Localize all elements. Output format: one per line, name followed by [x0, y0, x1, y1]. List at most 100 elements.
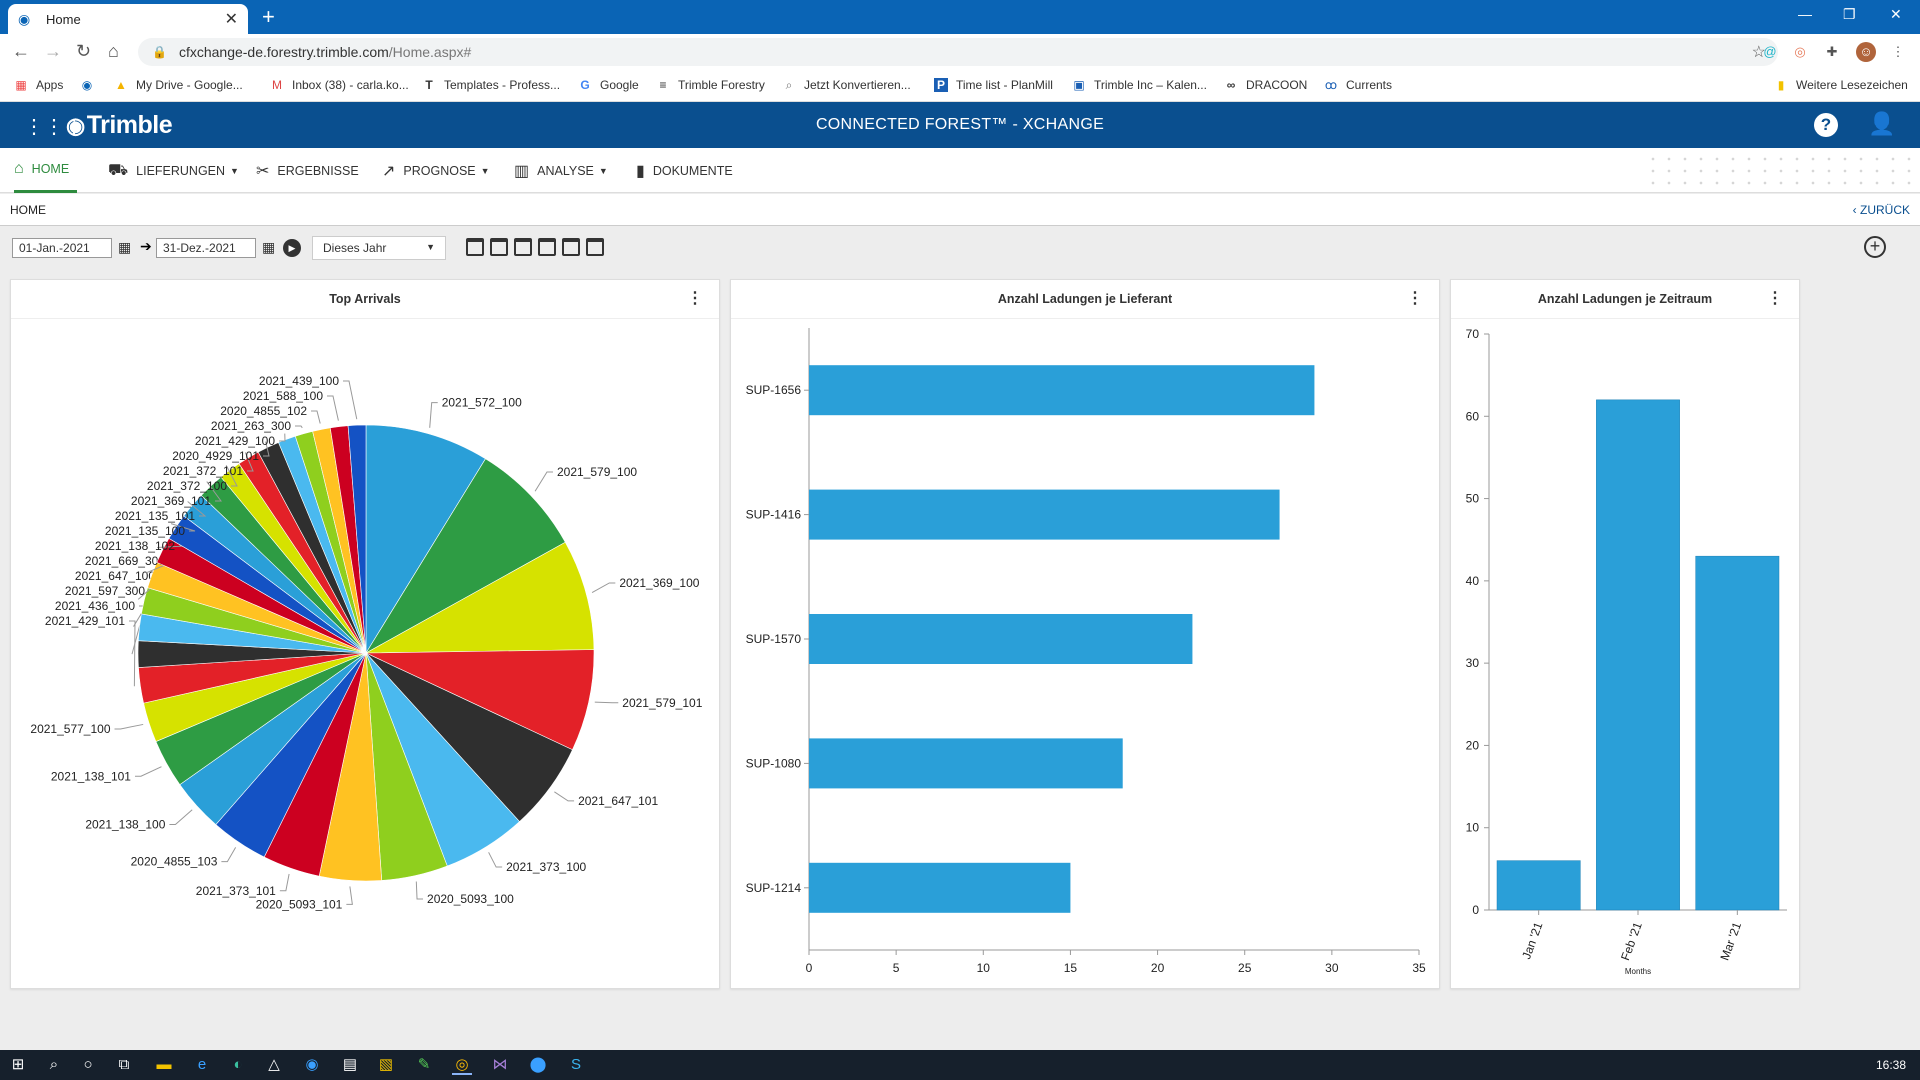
bookmark-inbox[interactable]: M Inbox (38) - carla.ko... — [272, 78, 409, 92]
date-to-input[interactable]: 31-Dez.-2021 — [156, 238, 256, 258]
minimize-icon[interactable]: — — [1798, 6, 1812, 22]
nav-prognose[interactable]: ↗ PROGNOSE ▼ — [382, 162, 490, 180]
nav-ergebnisse[interactable]: ✂ ERGEBNISSE — [256, 162, 359, 180]
user-icon[interactable]: 👤 — [1868, 111, 1896, 136]
close-window-icon[interactable]: ✕ — [1890, 6, 1902, 22]
widget-menu-icon[interactable]: ⋮ — [1767, 290, 1783, 307]
pie-label: 2021_369_100 — [619, 576, 699, 590]
pie-leader-line — [225, 465, 238, 487]
bar — [1596, 399, 1680, 911]
app-icon[interactable]: △ — [268, 1056, 280, 1073]
new-tab-icon[interactable]: + — [262, 4, 275, 29]
extension-1-icon[interactable]: @ — [1763, 44, 1777, 59]
nav-home[interactable]: ⌂ HOME — [14, 148, 78, 193]
app-icon[interactable]: ▤ — [342, 1056, 358, 1073]
widget-menu-icon[interactable]: ⋮ — [1407, 290, 1423, 307]
chrome-icon[interactable]: ◎ — [452, 1055, 472, 1075]
app-icon[interactable]: ◉ — [305, 1056, 319, 1073]
maps-icon[interactable]: ⬤ — [529, 1056, 547, 1073]
bookmark-currents[interactable]: ꝏ Currents — [1324, 78, 1393, 92]
visual-studio-icon[interactable]: ⋈ — [492, 1056, 508, 1073]
bookmark-google[interactable]: G Google — [578, 78, 638, 92]
app-icon[interactable]: ▧ — [378, 1056, 394, 1073]
calendar-from-icon[interactable]: ▦ — [118, 239, 132, 255]
calendar-quarter-icon[interactable] — [538, 238, 556, 256]
close-tab-icon[interactable]: ✕ — [224, 11, 238, 28]
cortana-icon[interactable]: ○ — [83, 1056, 93, 1073]
calendar-year-icon[interactable] — [586, 238, 604, 256]
bar — [809, 862, 1071, 913]
bookmark-dracoon[interactable]: ∞ DRACOON — [1224, 78, 1308, 92]
back-link[interactable]: ‹ ZURÜCK — [1852, 203, 1910, 217]
calendar-halfyear-icon[interactable] — [562, 238, 580, 256]
trimble-logo[interactable]: ◉ Trimble — [66, 111, 173, 139]
back-arrow-icon[interactable]: ← — [12, 41, 30, 61]
add-widget-icon[interactable]: + — [1864, 236, 1886, 258]
pie-leader-line — [346, 886, 353, 905]
x-tick-label: 20 — [1151, 961, 1165, 975]
pie-leader-line — [343, 380, 358, 420]
play-icon[interactable]: ▶ — [283, 239, 301, 257]
pie-label: 2021_369_101 — [131, 494, 211, 508]
pie-label: 2021_572_100 — [442, 396, 522, 410]
truck-icon: ⛟ — [108, 161, 129, 179]
ie-icon[interactable]: e — [197, 1056, 207, 1073]
pie-label: 2021_138_102 — [95, 539, 175, 553]
calendar-month-icon[interactable] — [514, 238, 532, 256]
pie-leader-line — [169, 809, 193, 825]
windows-start-icon[interactable]: ⊞ — [11, 1056, 25, 1073]
browser-tab[interactable]: ◉ Home ✕ — [8, 4, 248, 34]
extension-2-icon[interactable]: ◎ — [1794, 44, 1806, 59]
bookmark-templates[interactable]: T Templates - Profess... — [422, 78, 560, 92]
nav-lieferungen[interactable]: ⛟ LIEFERUNGEN ▼ — [108, 161, 239, 179]
calendar-day-icon[interactable] — [466, 238, 484, 256]
bookmark-other[interactable]: ▮ Weitere Lesezeichen — [1774, 78, 1908, 92]
url-field[interactable]: 🔒 cfxchange-de.forestry.trimble.com/Home… — [138, 38, 1778, 66]
calendar-to-icon[interactable]: ▦ — [262, 239, 276, 255]
widget-title: Anzahl Ladungen je Zeitraum — [1537, 292, 1713, 306]
reload-icon[interactable]: ↻ — [76, 41, 92, 61]
search-icon[interactable]: ⌕ — [49, 1056, 59, 1073]
app-launcher-icon[interactable]: ⋮⋮⋮ — [24, 116, 84, 138]
task-view-icon[interactable]: ⧉ — [118, 1056, 130, 1073]
nav-analyse[interactable]: ▥ ANALYSE ▼ — [514, 162, 608, 180]
y-tick-label: SUP-1570 — [746, 632, 802, 646]
pie-leader-line — [134, 766, 162, 777]
range-select[interactable]: Dieses Jahr ▼ — [312, 236, 446, 260]
home-browser-icon[interactable]: ⌂ — [108, 41, 119, 61]
nav-dokumente[interactable]: ▮ DOKUMENTE — [636, 162, 733, 180]
y-tick-label: 10 — [1466, 821, 1480, 835]
browser-menu-icon[interactable]: ⋮ — [1891, 44, 1905, 59]
app-icon[interactable]: ✎ — [417, 1056, 431, 1073]
bookmark-konvertieren[interactable]: ⌕ Jetzt Konvertieren... — [782, 78, 911, 92]
calendar-icon: ▣ — [1073, 78, 1085, 92]
widget-menu-icon[interactable]: ⋮ — [687, 290, 703, 307]
widget-loads-per-period: Anzahl Ladungen je Zeitraum ⋮ 0 10 20 30 40 5… — [1450, 279, 1800, 989]
browser-titlebar: ◉ Home ✕ + — ❐ ✕ — [0, 0, 1920, 34]
bookmark-apps[interactable]: ▦ Apps — [15, 78, 64, 92]
widget-divider — [731, 318, 1439, 319]
bookmark-trimble[interactable]: ◉ — [80, 78, 102, 92]
bookmark-drive[interactable]: ▲ My Drive - Google... — [115, 78, 243, 92]
pie-label: 2021_372_100 — [147, 479, 227, 493]
bookmark-kalender[interactable]: ▣ Trimble Inc – Kalen... — [1073, 78, 1207, 92]
star-icon[interactable]: ☆ — [1751, 44, 1766, 61]
horizontal-scrollbar[interactable] — [0, 1038, 1920, 1050]
y-tick-label: 30 — [1466, 656, 1480, 670]
extensions-puzzle-icon[interactable]: ✚ — [1826, 44, 1838, 59]
forward-arrow-icon[interactable]: → — [44, 41, 62, 61]
skype-icon[interactable]: S — [570, 1056, 581, 1073]
date-from-input[interactable]: 01-Jan.-2021 — [12, 238, 112, 258]
pie-leader-line — [534, 471, 553, 492]
calendar-week-icon[interactable] — [490, 238, 508, 256]
clock: 16:38 — [1875, 1058, 1906, 1072]
app-header: ⋮⋮⋮ ◉ Trimble CONNECTED FOREST™ - XCHANGE… — [0, 102, 1920, 148]
restore-icon[interactable]: ❐ — [1843, 6, 1856, 22]
help-icon[interactable]: ? — [1814, 113, 1838, 137]
profile-avatar-icon[interactable]: ☺ — [1856, 42, 1876, 62]
edge-icon[interactable]: ◐ — [233, 1056, 243, 1073]
pie-label: 2021_429_101 — [45, 614, 125, 628]
file-explorer-icon[interactable]: ▬ — [156, 1056, 172, 1073]
bookmark-trimble-forestry[interactable]: ≡ Trimble Forestry — [656, 78, 764, 92]
bookmark-planmill[interactable]: P Time list - PlanMill — [934, 78, 1053, 92]
